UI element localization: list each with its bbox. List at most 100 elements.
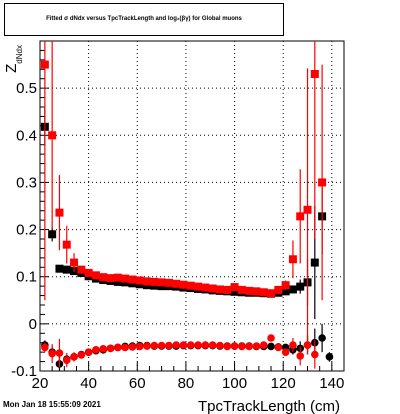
data-point-circle	[230, 342, 239, 350]
data-point-circle	[55, 349, 64, 357]
data-point-circle	[208, 341, 217, 349]
x-axis-title: TpcTrackLength (cm)	[198, 398, 340, 414]
data-point-circle	[303, 341, 312, 349]
data-point-circle	[274, 343, 283, 352]
data-point-circle	[318, 334, 326, 342]
data-point-circle	[194, 341, 202, 349]
data-point-circle	[311, 350, 319, 359]
x-tick-label: 140	[319, 375, 344, 392]
data-point-circle	[48, 349, 56, 358]
data-point-square	[223, 285, 232, 294]
data-point-circle	[143, 342, 151, 350]
data-point-circle	[252, 342, 261, 350]
series-1	[40, 41, 327, 352]
data-point-square	[296, 212, 305, 221]
y-tick-label: 0.5	[16, 80, 37, 97]
axes-frame	[39, 40, 345, 372]
data-point-square	[230, 283, 239, 292]
data-point-square	[245, 286, 254, 295]
x-tick-label: 80	[178, 375, 195, 392]
data-point-square	[259, 288, 268, 297]
data-point-square	[208, 284, 217, 293]
y-axis-title: ZdNdx	[3, 45, 24, 73]
data-point-square	[303, 205, 312, 214]
y-tick-label: 0.3	[16, 174, 37, 191]
data-point-square	[150, 277, 159, 286]
data-point-circle	[77, 351, 86, 359]
data-point-square	[281, 281, 290, 290]
data-point-square	[48, 131, 57, 140]
data-point-square	[48, 230, 57, 239]
data-point-circle	[267, 342, 275, 351]
series-3	[41, 334, 319, 369]
data-point-square	[281, 287, 290, 296]
data-point-circle	[84, 348, 93, 356]
data-point-square	[84, 268, 93, 277]
data-point-square	[121, 274, 130, 283]
data-point-circle	[223, 342, 232, 351]
data-point-square	[55, 208, 64, 217]
data-point-circle	[325, 353, 334, 361]
data-marks	[40, 41, 334, 371]
data-point-square	[62, 265, 71, 274]
data-point-square	[55, 264, 64, 273]
y-tick-label: 0.1	[16, 269, 37, 286]
data-point-square	[318, 178, 327, 187]
data-point-square	[288, 285, 297, 294]
data-point-circle	[165, 341, 173, 350]
x-tick-label: 120	[271, 375, 296, 392]
data-point-square	[296, 282, 305, 291]
timestamp-footer: Mon Jan 18 15:55:09 2021	[3, 400, 101, 409]
y-tick-label: 0.4	[16, 127, 37, 144]
data-point-square	[252, 287, 261, 296]
data-point-square	[40, 60, 49, 69]
data-point-square	[106, 274, 115, 283]
x-tick-label: 100	[222, 375, 247, 392]
data-point-square	[267, 289, 276, 298]
data-point-square	[237, 285, 246, 294]
chart-title: Fitted σ dNdx versus TpcTrackLength and …	[46, 16, 242, 22]
data-point-square	[62, 240, 71, 249]
y-axis-title-main: Z	[3, 64, 20, 73]
data-point-circle	[41, 343, 49, 352]
data-point-square	[128, 275, 137, 284]
data-point-square	[143, 277, 152, 286]
data-point-square	[91, 271, 100, 280]
axis-ticks: 20 40 60 80 100 120 140 -0.1 0 0.1 0.2 0.3 0.4 0.5	[11, 40, 345, 392]
data-point-square	[310, 70, 319, 78]
y-tick-label: 0.2	[16, 222, 37, 239]
data-point-circle	[99, 345, 108, 353]
data-point-circle	[106, 344, 115, 353]
data-point-square	[186, 281, 195, 290]
data-point-circle	[259, 341, 268, 349]
data-point-square	[172, 279, 181, 288]
data-point-square	[179, 280, 188, 289]
data-point-circle	[70, 353, 78, 361]
data-point-square	[77, 265, 86, 274]
data-point-circle	[62, 356, 71, 364]
y-tick-label: -0.1	[11, 363, 37, 380]
data-point-circle	[216, 341, 224, 350]
data-point-square	[135, 276, 144, 285]
plot-frame	[39, 40, 345, 372]
data-point-square	[70, 258, 79, 267]
data-point-circle	[114, 343, 122, 352]
data-point-square	[99, 273, 108, 282]
data-point-circle	[201, 341, 210, 349]
data-point-square	[230, 287, 239, 296]
series-2	[41, 323, 334, 371]
data-point-square	[113, 277, 122, 286]
data-point-square	[215, 285, 224, 294]
data-point-circle	[238, 342, 246, 351]
data-point-square	[157, 278, 166, 287]
data-point-square	[113, 273, 122, 282]
data-point-circle	[296, 352, 305, 360]
y-tick-label: 0	[29, 316, 37, 333]
x-tick-label: 20	[32, 375, 49, 392]
grid-lines	[39, 41, 344, 372]
data-point-circle	[92, 345, 100, 354]
x-tick-label: 60	[129, 375, 146, 392]
data-point-circle	[179, 341, 188, 349]
data-point-square	[288, 255, 297, 264]
